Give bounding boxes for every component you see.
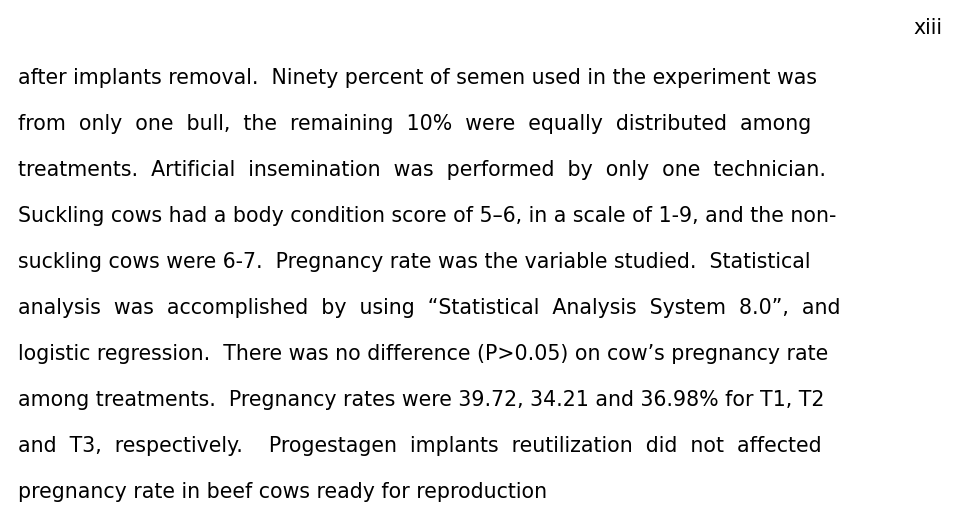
Text: analysis  was  accomplished  by  using  “Statistical  Analysis  System  8.0”,  a: analysis was accomplished by using “Stat… [18,298,841,318]
Text: xiii: xiii [913,18,942,38]
Text: treatments.  Artificial  insemination  was  performed  by  only  one  technician: treatments. Artificial insemination was … [18,160,826,180]
Text: logistic regression.  There was no difference (P>0.05) on cow’s pregnancy rate: logistic regression. There was no differ… [18,344,828,364]
Text: from  only  one  bull,  the  remaining  10%  were  equally  distributed  among: from only one bull, the remaining 10% we… [18,114,811,134]
Text: suckling cows were 6-7.  Pregnancy rate was the variable studied.  Statistical: suckling cows were 6-7. Pregnancy rate w… [18,252,810,272]
Text: after implants removal.  Ninety percent of semen used in the experiment was: after implants removal. Ninety percent o… [18,68,817,88]
Text: Suckling cows had a body condition score of 5–6, in a scale of 1-9, and the non-: Suckling cows had a body condition score… [18,206,836,226]
Text: pregnancy rate in beef cows ready for reproduction: pregnancy rate in beef cows ready for re… [18,482,547,502]
Text: among treatments.  Pregnancy rates were 39.72, 34.21 and 36.98% for T1, T2: among treatments. Pregnancy rates were 3… [18,390,825,410]
Text: and  T3,  respectively.    Progestagen  implants  reutilization  did  not  affec: and T3, respectively. Progestagen implan… [18,436,822,456]
